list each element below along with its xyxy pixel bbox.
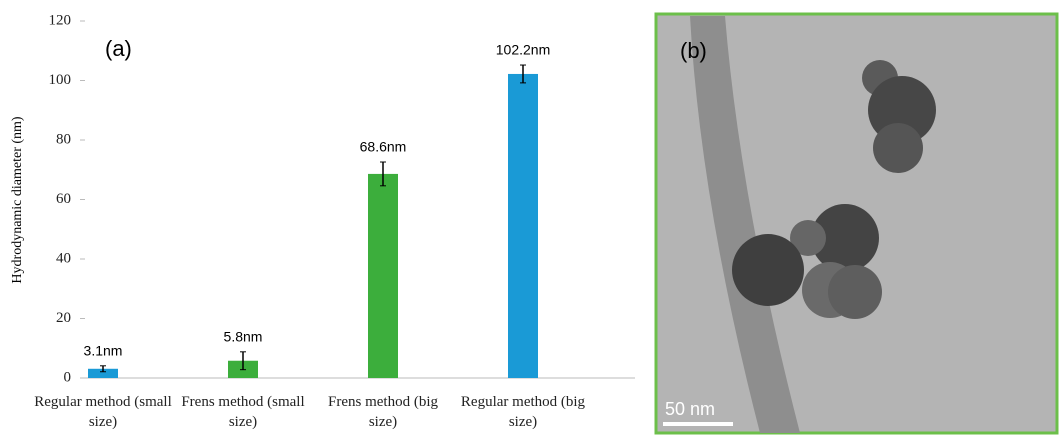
page: (a) Hydrodynamic diameter (nm) 0 20 40 60 80… [0,0,1059,435]
value-label: 3.1nm [84,343,123,359]
value-label: 5.8nm [224,329,263,345]
panel-label: (b) [680,38,707,63]
particle [732,234,804,306]
x-tick-label: Regular method (small size) [33,392,173,432]
particle [790,220,826,256]
y-tick-label: 20 [56,310,71,326]
y-tick-label: 80 [56,131,71,147]
value-label: 102.2nm [496,42,550,58]
y-tick-label: 100 [49,72,72,88]
y-tick-label: 0 [64,369,72,385]
particle [868,76,936,144]
particle [862,60,898,96]
x-tick-label: Frens method (big size) [313,392,453,432]
bar [368,174,398,378]
scale-bar [663,422,733,426]
y-axis-label: Hydrodynamic diameter (nm) [10,116,25,284]
panel-label: (a) [105,36,132,61]
particle [811,204,879,272]
image-frame [656,14,1057,433]
x-tick-label: Regular method (big size) [453,392,593,432]
particle [828,265,882,319]
value-label: 68.6nm [360,139,407,155]
x-tick-label: Frens method (small size) [173,392,313,432]
y-tick-label: 120 [49,12,72,28]
particle [873,123,923,173]
y-tick-label: 60 [56,191,71,207]
bar [508,74,538,378]
y-tick-label: 40 [56,250,71,266]
scale-bar-label: 50 nm [665,399,715,419]
chart: (a) Hydrodynamic diameter (nm) 0 20 40 60 80… [0,0,650,435]
film-edge [690,16,800,433]
particle [802,262,858,318]
